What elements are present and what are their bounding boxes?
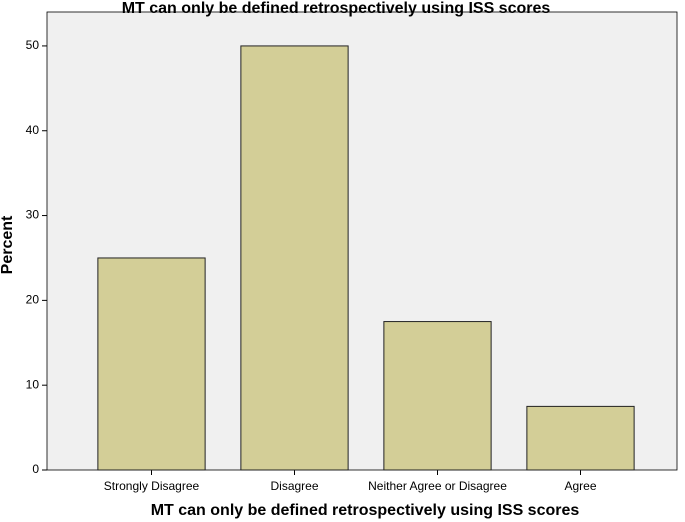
bar: [526, 405, 635, 471]
x-axis-label: MT can only be defined retrospectively u…: [151, 502, 580, 519]
x-tick-label: Disagree: [270, 479, 318, 493]
y-tick-label: 10: [26, 377, 40, 391]
bar: [240, 45, 349, 471]
y-axis-label: Percent: [0, 215, 16, 274]
y-tick-label: 40: [26, 123, 40, 137]
y-tick-label: 30: [26, 208, 40, 222]
y-tick-label: 50: [26, 38, 40, 52]
x-tick-label: Neither Agree or Disagree: [368, 479, 507, 493]
x-tick-label: Strongly Disagree: [104, 479, 200, 493]
chart-title: MT can only be defined retrospectively u…: [122, 0, 551, 17]
bar: [383, 321, 492, 471]
y-tick-label: 20: [26, 293, 40, 307]
y-tick-label: 0: [32, 462, 39, 476]
bar: [97, 257, 206, 471]
x-tick-label: Agree: [564, 479, 596, 493]
